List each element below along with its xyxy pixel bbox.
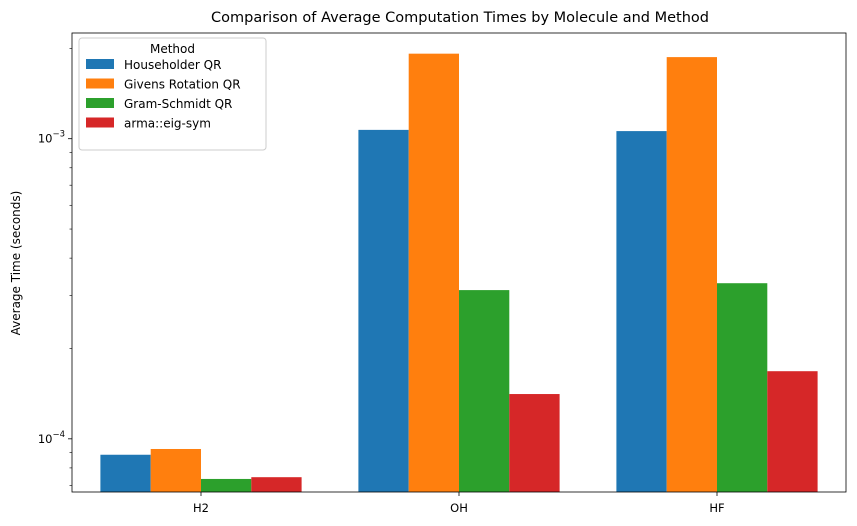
legend-frame [78,37,267,151]
legend-swatch [86,78,114,89]
y-axis-label: Average Time (seconds) [9,191,23,336]
bars-group [100,53,818,493]
legend-label: Householder QR [124,58,221,72]
x-tick-label: HF [709,501,724,515]
bar-0-3 [251,477,302,492]
bar-1-0 [358,129,409,492]
legend-swatch [86,59,114,69]
bar-2-2 [717,283,768,492]
legend-label: arma::eig-sym [124,117,211,131]
bar-2-3 [767,371,818,492]
chart-title: Comparison of Average Computation Times … [211,10,709,26]
bar-2-0 [616,131,667,492]
bar-0-0 [100,454,151,492]
bar-1-2 [459,290,510,492]
y-tick-label: 10−4 [38,430,65,446]
bar-1-3 [509,394,560,492]
legend-label: Gram-Schmidt QR [124,97,232,111]
bar-2-1 [666,57,717,493]
bar-0-2 [201,478,252,492]
x-tick-label: OH [450,501,468,515]
legend-swatch [86,117,114,128]
bar-0-1 [150,448,201,492]
legend-swatch [86,98,114,108]
bar-1-1 [408,53,459,493]
y-tick-label: 10−3 [38,130,65,146]
legend-label: Givens Rotation QR [124,78,241,92]
axes-group: H2 OH HF 10−4 10−3 [38,32,847,515]
legend: Method Householder QR Givens Rotation QR Gr… [78,37,267,151]
legend-title: Method [150,42,195,56]
x-tick-label: H2 [193,501,209,515]
